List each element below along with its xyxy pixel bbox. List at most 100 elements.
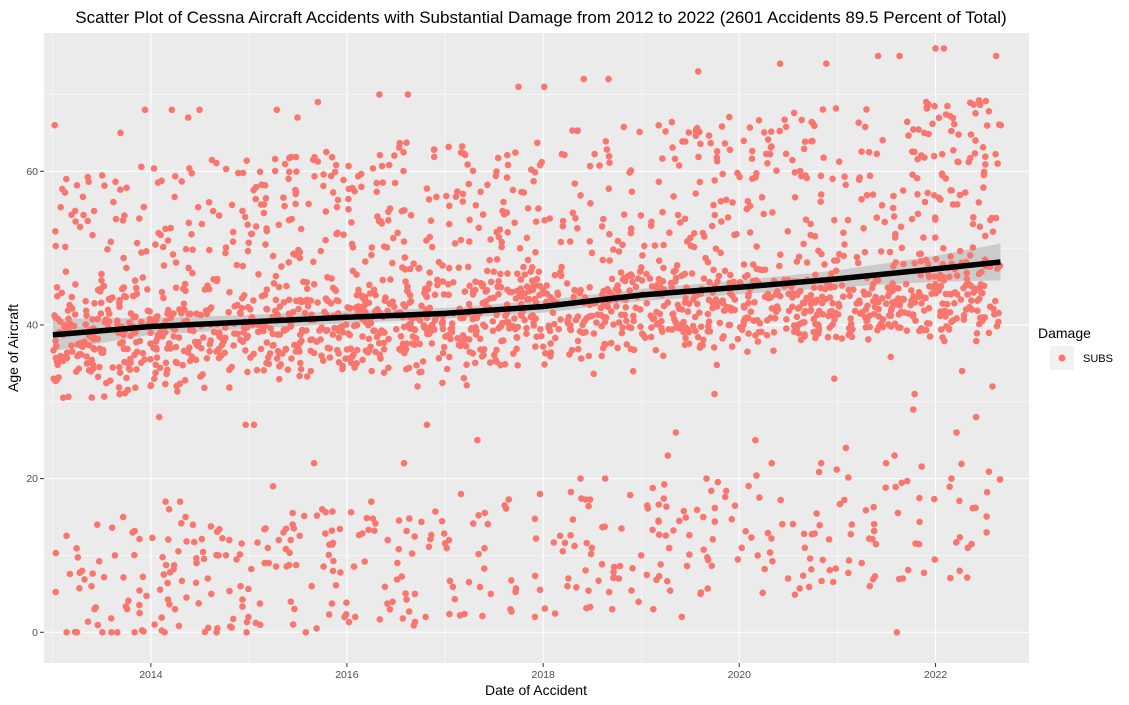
- data-point: [52, 337, 59, 345]
- data-point: [949, 114, 957, 122]
- data-point: [262, 241, 269, 248]
- data-point: [85, 178, 92, 185]
- data-point: [574, 225, 581, 232]
- data-point: [68, 305, 76, 312]
- data-point: [598, 223, 606, 230]
- data-point: [285, 216, 293, 224]
- data-point: [770, 347, 777, 355]
- data-point: [384, 536, 392, 544]
- data-point: [756, 320, 764, 327]
- data-point: [605, 75, 612, 83]
- data-point: [461, 150, 468, 157]
- data-point: [745, 482, 752, 490]
- data-point: [875, 298, 882, 306]
- data-point: [377, 217, 385, 225]
- data-point: [352, 304, 360, 312]
- data-point: [918, 152, 925, 159]
- data-point: [955, 131, 962, 138]
- data-point: [511, 219, 518, 227]
- data-point: [469, 287, 477, 295]
- data-point: [147, 329, 154, 337]
- data-point: [617, 269, 625, 276]
- data-point: [138, 163, 145, 171]
- data-point: [370, 286, 378, 294]
- data-point: [445, 143, 453, 151]
- data-point: [461, 288, 469, 295]
- data-point: [171, 173, 179, 180]
- data-point: [63, 349, 71, 356]
- data-point: [558, 150, 566, 158]
- data-point: [900, 260, 907, 268]
- data-point: [119, 513, 127, 521]
- data-point: [296, 372, 303, 380]
- data-point: [188, 170, 196, 177]
- data-point: [620, 211, 628, 218]
- data-point: [705, 296, 713, 304]
- data-point: [439, 325, 447, 333]
- data-point: [493, 358, 500, 366]
- data-point: [127, 332, 134, 340]
- data-point: [328, 275, 335, 282]
- data-point: [215, 354, 223, 362]
- data-point: [536, 291, 543, 299]
- data-point: [523, 283, 531, 290]
- data-point: [962, 189, 969, 196]
- data-point: [536, 586, 544, 594]
- data-point: [446, 610, 453, 618]
- data-point: [206, 341, 214, 348]
- data-point: [890, 192, 897, 200]
- data-point: [332, 161, 340, 169]
- data-point: [167, 224, 174, 232]
- data-point: [435, 355, 443, 362]
- data-point: [643, 502, 651, 509]
- data-point: [269, 342, 277, 349]
- data-point: [139, 349, 147, 357]
- data-point: [445, 291, 453, 299]
- data-point: [158, 177, 165, 185]
- data-point: [207, 304, 215, 311]
- data-point: [974, 307, 981, 315]
- data-point: [845, 286, 852, 294]
- data-point: [363, 514, 371, 522]
- data-point: [551, 320, 558, 328]
- data-point: [164, 345, 171, 352]
- data-point: [162, 380, 169, 388]
- data-point: [469, 520, 477, 527]
- data-point: [932, 255, 940, 263]
- data-point: [708, 222, 716, 230]
- data-point: [153, 344, 160, 352]
- data-point: [155, 413, 163, 421]
- data-point: [518, 293, 525, 301]
- data-point: [222, 165, 230, 173]
- data-point: [269, 330, 277, 338]
- data-point: [574, 345, 582, 353]
- data-point: [632, 304, 639, 312]
- data-point: [469, 350, 477, 357]
- data-point: [497, 323, 505, 330]
- data-point: [347, 359, 355, 367]
- data-point: [791, 591, 799, 598]
- data-point: [835, 158, 843, 165]
- data-point: [976, 295, 983, 303]
- data-point: [718, 123, 726, 130]
- data-point: [686, 531, 693, 539]
- data-point: [643, 299, 651, 307]
- data-point: [903, 327, 911, 335]
- data-point: [401, 254, 409, 261]
- data-point: [903, 118, 911, 126]
- data-point: [348, 240, 356, 248]
- data-point: [380, 369, 388, 377]
- data-point: [481, 544, 488, 552]
- data-point: [178, 178, 186, 185]
- data-point: [559, 217, 567, 225]
- data-point: [601, 318, 609, 326]
- data-point: [332, 582, 340, 589]
- data-point: [894, 295, 902, 302]
- data-point: [94, 315, 101, 323]
- data-point: [445, 264, 453, 272]
- data-point: [983, 529, 990, 536]
- data-point: [898, 244, 906, 252]
- data-point: [758, 266, 766, 274]
- data-point: [872, 293, 879, 301]
- data-point: [267, 325, 275, 332]
